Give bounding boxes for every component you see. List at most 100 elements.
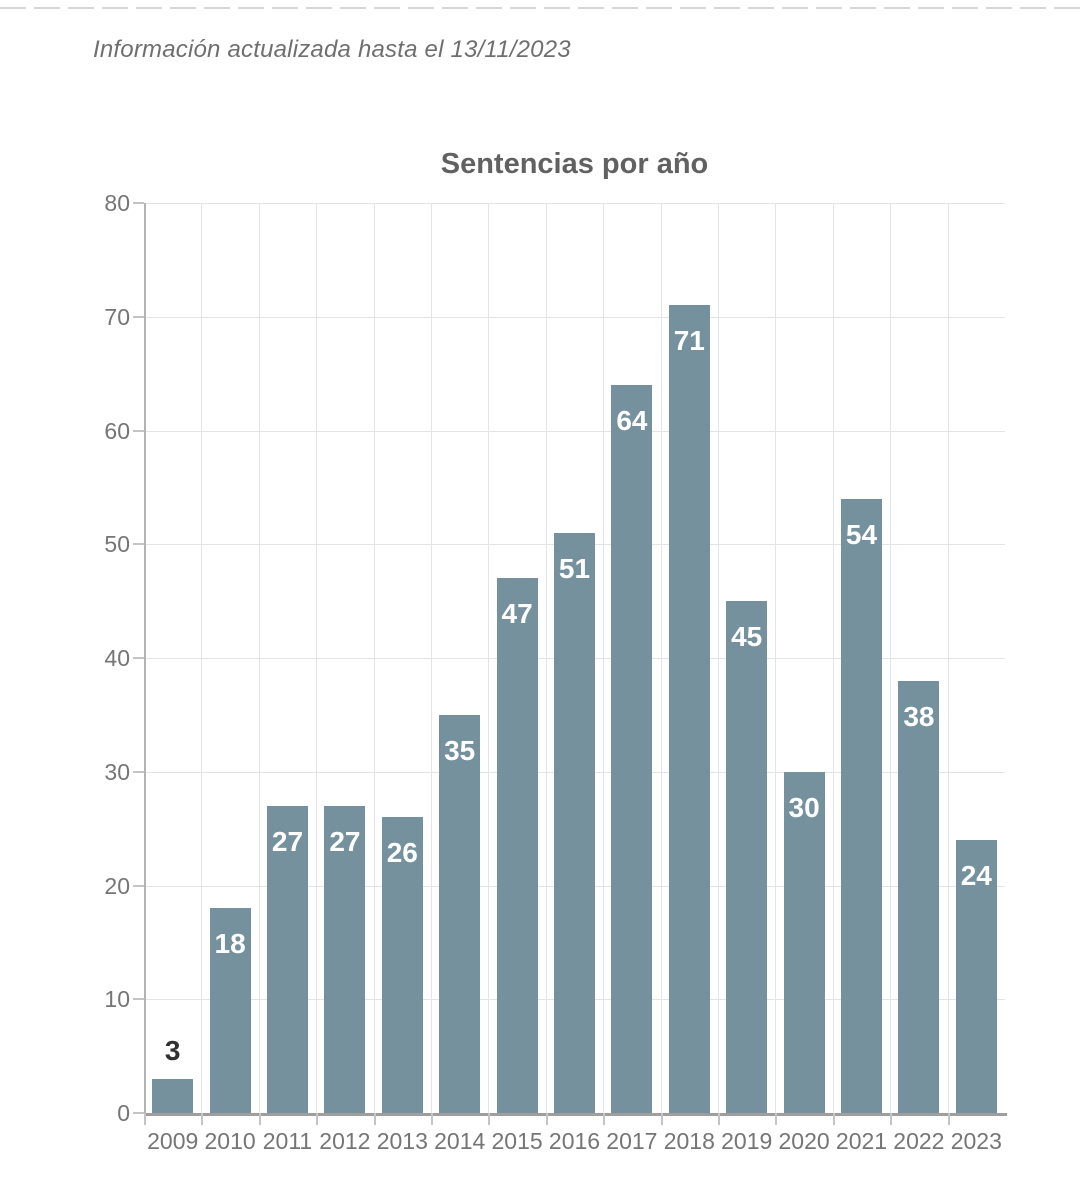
bar-value-label: 3 [164, 1034, 181, 1066]
bar-value-label: 30 [788, 791, 820, 823]
x-axis-tick-label: 2011 [262, 1128, 313, 1154]
x-axis-tick-mark [603, 1113, 606, 1125]
x-axis-tick-mark [258, 1113, 261, 1125]
x-axis-tick-label: 2010 [204, 1128, 256, 1154]
bar-value-label: 26 [386, 837, 418, 869]
x-axis-tick-mark [316, 1113, 319, 1125]
bar-2016 [554, 532, 595, 1113]
bar-2010 [209, 908, 251, 1114]
x-axis-tick-label: 2012 [319, 1128, 371, 1154]
bar-value-label: 54 [845, 518, 878, 550]
bar-2021 [841, 498, 882, 1114]
bar-2009 [152, 1078, 194, 1113]
y-axis-line [144, 203, 146, 1113]
gridline-vertical [316, 203, 318, 1113]
x-axis-tick-mark [201, 1113, 204, 1125]
bar-value-label: 45 [731, 621, 763, 653]
x-axis-tick-mark [660, 1113, 663, 1125]
x-axis-tick-label: 2016 [548, 1128, 601, 1154]
x-axis-tick-label: 2009 [147, 1128, 199, 1154]
y-axis-tick-label: 70 [104, 303, 130, 330]
bar-value-label: 18 [214, 928, 246, 960]
bar-2023 [955, 840, 997, 1113]
bar-2020 [783, 771, 825, 1114]
dashed-divider [0, 7, 1080, 9]
x-axis-tick-label: 2021 [835, 1128, 888, 1154]
y-axis-tick-label: 0 [117, 1100, 130, 1126]
y-axis-tick-mark [133, 202, 144, 204]
x-axis-tick-mark [545, 1113, 548, 1125]
gridline-vertical [431, 203, 432, 1113]
gridline-vertical [201, 203, 203, 1113]
gridline-horizontal [144, 316, 1005, 318]
x-axis-tick-mark [947, 1113, 950, 1125]
x-axis-tick-mark [431, 1113, 433, 1125]
y-axis-tick-label: 10 [104, 986, 130, 1013]
y-axis-tick-mark [133, 770, 144, 773]
y-axis-tick-mark [133, 884, 144, 887]
bar-2014 [439, 714, 481, 1113]
gridline-vertical [373, 203, 375, 1113]
y-axis-tick-mark [133, 1112, 144, 1114]
gridline-horizontal [144, 203, 1005, 204]
y-axis-tick-label: 30 [104, 758, 130, 785]
gridline-vertical [660, 203, 662, 1113]
gridline-vertical [890, 203, 892, 1113]
y-axis-tick-mark [133, 657, 144, 659]
y-axis-tick-label: 20 [104, 872, 130, 899]
bar-value-label: 38 [903, 700, 935, 732]
y-axis-tick-mark [133, 998, 144, 1001]
bar-value-label: 71 [673, 325, 705, 357]
x-axis-tick-mark [775, 1113, 778, 1125]
gridline-vertical [718, 203, 719, 1113]
bar-2018 [668, 305, 710, 1113]
x-axis-tick-label: 2023 [950, 1128, 1002, 1154]
x-axis-tick-mark [373, 1113, 376, 1125]
bar-value-label: 47 [501, 598, 533, 630]
x-axis-tick-label: 2013 [376, 1128, 428, 1154]
bar-2019 [726, 601, 768, 1113]
x-axis-tick-label: 2020 [778, 1128, 830, 1154]
y-axis-tick-label: 40 [104, 645, 130, 671]
bar-value-label: 27 [329, 825, 361, 857]
x-axis-tick-mark [488, 1113, 491, 1125]
bar-2015 [496, 578, 538, 1113]
bar-2017 [611, 385, 653, 1113]
gridline-horizontal [144, 430, 1005, 432]
y-axis-tick-label: 80 [104, 190, 130, 216]
gridline-vertical [775, 203, 777, 1113]
bar-value-label: 51 [558, 552, 591, 584]
y-axis-tick-mark [133, 543, 144, 546]
gridline-vertical [258, 203, 260, 1113]
x-axis-tick-label: 2022 [893, 1128, 945, 1154]
bar-value-label: 64 [616, 405, 648, 436]
y-axis-tick-mark [133, 315, 144, 318]
bar-2011 [267, 805, 308, 1113]
x-axis-line [144, 1113, 1007, 1116]
bar-2022 [898, 680, 940, 1114]
bar-value-label: 24 [960, 860, 992, 891]
gridline-vertical [603, 203, 605, 1113]
x-axis-tick-label: 2015 [491, 1128, 543, 1154]
x-axis-tick-mark [832, 1113, 835, 1125]
bar-value-label: 35 [444, 734, 476, 766]
update-note: Información actualizada hasta el 13/11/2… [93, 36, 571, 63]
x-axis-tick-label: 2014 [434, 1128, 486, 1154]
x-axis-tick-label: 2017 [606, 1128, 658, 1154]
x-axis-tick-label: 2018 [663, 1128, 715, 1154]
gridline-vertical [947, 203, 949, 1113]
gridline-vertical [488, 203, 490, 1113]
y-axis-tick-label: 60 [104, 417, 130, 444]
y-axis-tick-label: 50 [104, 531, 130, 558]
bar-2012 [324, 805, 366, 1113]
x-axis-tick-mark [144, 1113, 146, 1125]
bar-value-label: 27 [271, 825, 304, 857]
gridline-vertical [832, 203, 834, 1113]
x-axis-tick-label: 2019 [721, 1128, 773, 1154]
y-axis-tick-mark [133, 429, 144, 432]
plot-area: 3 2009 18 2010 27 2011 27 2012 26 2013 35 2014 47 201… [144, 203, 1007, 1154]
chart-title: Sentencias por año [440, 148, 709, 180]
bar-2013 [381, 817, 423, 1114]
gridline-vertical [545, 203, 547, 1113]
